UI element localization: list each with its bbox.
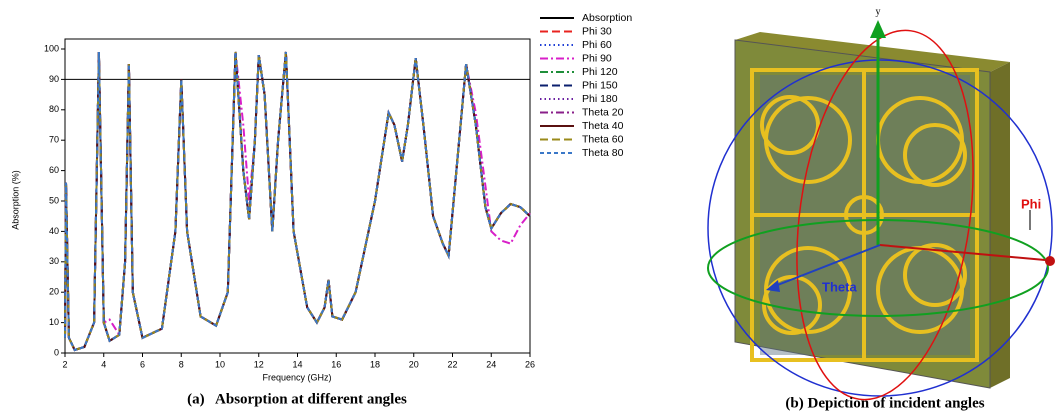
x-axis-label: Frequency (GHz) (262, 372, 331, 382)
phi-label: Phi (1021, 196, 1041, 211)
y-tick-label: 50 (49, 195, 59, 205)
y-tick-label: 100 (44, 43, 59, 53)
x-tick-label: 4 (101, 359, 106, 369)
caption-b: (b) Depiction of incident angles (785, 395, 984, 411)
x-axis-arrow (879, 244, 1046, 261)
y-tick-label: 20 (49, 287, 59, 297)
theta-label: Theta (822, 279, 857, 294)
incident-angle-diagram: y Phi Theta (b) Depiction of incident an… (707, 6, 1055, 411)
x-tick-label: 20 (409, 359, 419, 369)
caption-a: (a) Absorption at different angles (187, 391, 407, 407)
legend-label: Phi 120 (582, 66, 618, 78)
x-tick-label: 14 (292, 359, 302, 369)
x-tick-label: 24 (486, 359, 496, 369)
legend-label: Theta 40 (582, 120, 624, 132)
x-tick-label: 18 (370, 359, 380, 369)
x-tick-label: 10 (215, 359, 225, 369)
slab-top (735, 32, 1010, 72)
y-tick-label: 10 (49, 317, 59, 327)
legend-label: Phi 30 (582, 25, 612, 37)
legend-label: Absorption (582, 12, 632, 24)
legend-label: Theta 60 (582, 133, 624, 145)
legend-label: Phi 90 (582, 52, 612, 64)
legend-label: Phi 150 (582, 79, 618, 91)
y-tick-label: 0 (54, 347, 59, 357)
y-tick-label: 80 (49, 104, 59, 114)
y-tick-label: 40 (49, 226, 59, 236)
x-tick-label: 6 (140, 359, 145, 369)
theta-arrow (769, 244, 881, 289)
series-line (64, 51, 531, 352)
x-tick-label: 2 (62, 359, 67, 369)
legend-label: Theta 80 (582, 147, 624, 159)
x-tick-label: 12 (254, 359, 264, 369)
legend-label: Phi 180 (582, 93, 618, 105)
x-arrowhead (1045, 256, 1055, 266)
x-tick-label: 26 (525, 359, 535, 369)
y-tick-label: 30 (49, 256, 59, 266)
legend-label: Phi 60 (582, 39, 612, 51)
theta-arrowhead (766, 280, 780, 292)
x-tick-label: 16 (331, 359, 341, 369)
y-tick-label: 70 (49, 135, 59, 145)
x-tick-label: 22 (447, 359, 457, 369)
slab-side (990, 62, 1010, 388)
y-tick-label: 60 (49, 165, 59, 175)
y-tick-label: 90 (49, 74, 59, 84)
legend-label: Theta 20 (582, 106, 624, 118)
x-tick-label: 8 (179, 359, 184, 369)
y-axis-label: Absorption (%) (10, 170, 20, 230)
y-arrowhead (870, 20, 886, 38)
y-axis-label-b: y (876, 6, 881, 17)
